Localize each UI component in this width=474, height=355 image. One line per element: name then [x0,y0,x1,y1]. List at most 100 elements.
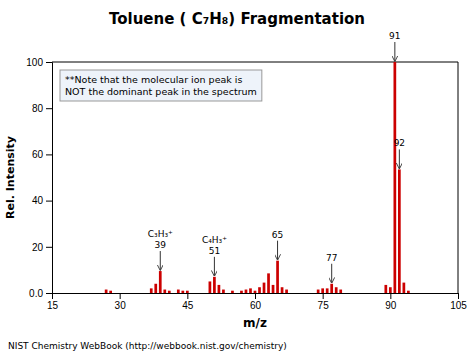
annotation-arrow [160,251,161,270]
tick-mark [46,108,52,109]
bar [181,291,184,293]
bar [330,284,333,293]
tick: 60 [32,149,52,160]
bar [384,285,387,293]
tick-label: 20 [32,242,44,253]
bar [276,261,279,293]
annotation-arrow [331,264,332,283]
tick: 15 [47,293,59,311]
bar [258,287,261,293]
tick: 20 [32,242,52,253]
note-line: **Note that the molecular ion peak is [65,74,242,85]
annotation: C₃H₃⁺ [148,229,173,239]
x-axis: 15 30 45 60 75 90 105 [47,293,467,311]
title: Toluene ( C₇H₈) Fragmentation [109,10,365,28]
bar [267,273,270,293]
tick-mark [46,62,52,63]
annotation-arrow [399,149,400,168]
tick-label: 0.0 [29,288,43,299]
tick: 80 [32,103,52,114]
bar [231,291,234,293]
tick-label: 90 [385,300,397,311]
bar [393,62,396,293]
bar [335,287,338,293]
note-line: NOT the dominant peak in the spectrum [65,86,257,97]
bar [240,291,243,293]
chart: Toluene ( C₇H₈) Fragmentation 15 30 45 60 75 9… [0,0,474,355]
bar [321,288,324,293]
tick-mark [390,293,391,299]
tick: 30 [115,293,127,311]
bar [163,290,166,293]
bar [213,277,216,293]
bar [159,271,162,293]
tick-mark [255,293,256,299]
tick-mark [323,293,324,299]
bar [222,290,225,293]
tick-mark [46,293,52,294]
tick: 0.0 [29,288,52,299]
axis-line [53,294,459,300]
annotation: 92 [394,138,405,148]
bar [285,290,288,293]
tick-mark [458,293,459,299]
bar [254,291,257,293]
bar [317,290,320,293]
tick-mark [46,247,52,248]
plot: 15 30 45 60 75 90 105 0.0 20 40 60 80 100 **Note that… [26,31,467,311]
note: **Note that the molecular ion peak isNOT… [60,70,262,101]
annotation: 51 [209,246,220,256]
bar [186,291,189,293]
footer: NIST Chemistry WebBook (http://webbook.n… [8,341,287,351]
bar [177,290,180,293]
tick-label: 80 [32,103,44,114]
bar [168,291,171,293]
tick-label: 105 [450,300,467,311]
tick: 45 [182,293,194,311]
bar [109,291,112,293]
y-axis: 0.0 20 40 60 80 100 [26,57,52,299]
annotation: 39 [155,240,167,250]
tick-label: 60 [250,300,262,311]
annotation: 91 [389,31,400,41]
bar [326,288,329,293]
tick-label: 45 [182,300,194,311]
tick-label: 30 [115,300,127,311]
tick-mark [187,293,188,299]
frame-right [458,62,459,293]
tick-label: 100 [26,57,43,68]
annotation: C₄H₃⁺ [202,235,227,245]
x-axis-title: m/z [243,316,267,330]
bar [398,169,401,293]
tick: 40 [32,195,52,206]
tick: 100 [26,57,52,68]
note-text: **Note that the molecular ion peak isNOT… [65,74,257,97]
tick: 75 [318,293,330,311]
bar [209,281,212,293]
tick-label: 75 [318,300,330,311]
bar [105,290,108,293]
tick-mark [46,201,52,202]
tick: 60 [250,293,262,311]
annotations: 39C₃H₃⁺ 51C₄H₃⁺ 65 77 91 92 [148,31,405,283]
annotation: 77 [326,253,337,263]
bar [389,287,392,293]
bar [403,283,406,293]
bar [263,283,266,293]
y-axis-title: Rel. Intensity [4,136,17,219]
bar [407,291,410,293]
tick-mark [46,154,52,155]
tick-label: 15 [47,300,59,311]
bar [150,288,153,293]
tick-label: 60 [32,149,44,160]
annotation-arrow [214,257,215,276]
annotation-arrow [394,42,395,61]
annotation-arrow [277,241,278,260]
tick-mark [120,293,121,299]
bar [154,284,157,293]
note-box [60,70,262,101]
bar [281,287,284,293]
tick-label: 40 [32,195,44,206]
tick: 90 [385,293,397,311]
annotation: 65 [272,230,283,240]
